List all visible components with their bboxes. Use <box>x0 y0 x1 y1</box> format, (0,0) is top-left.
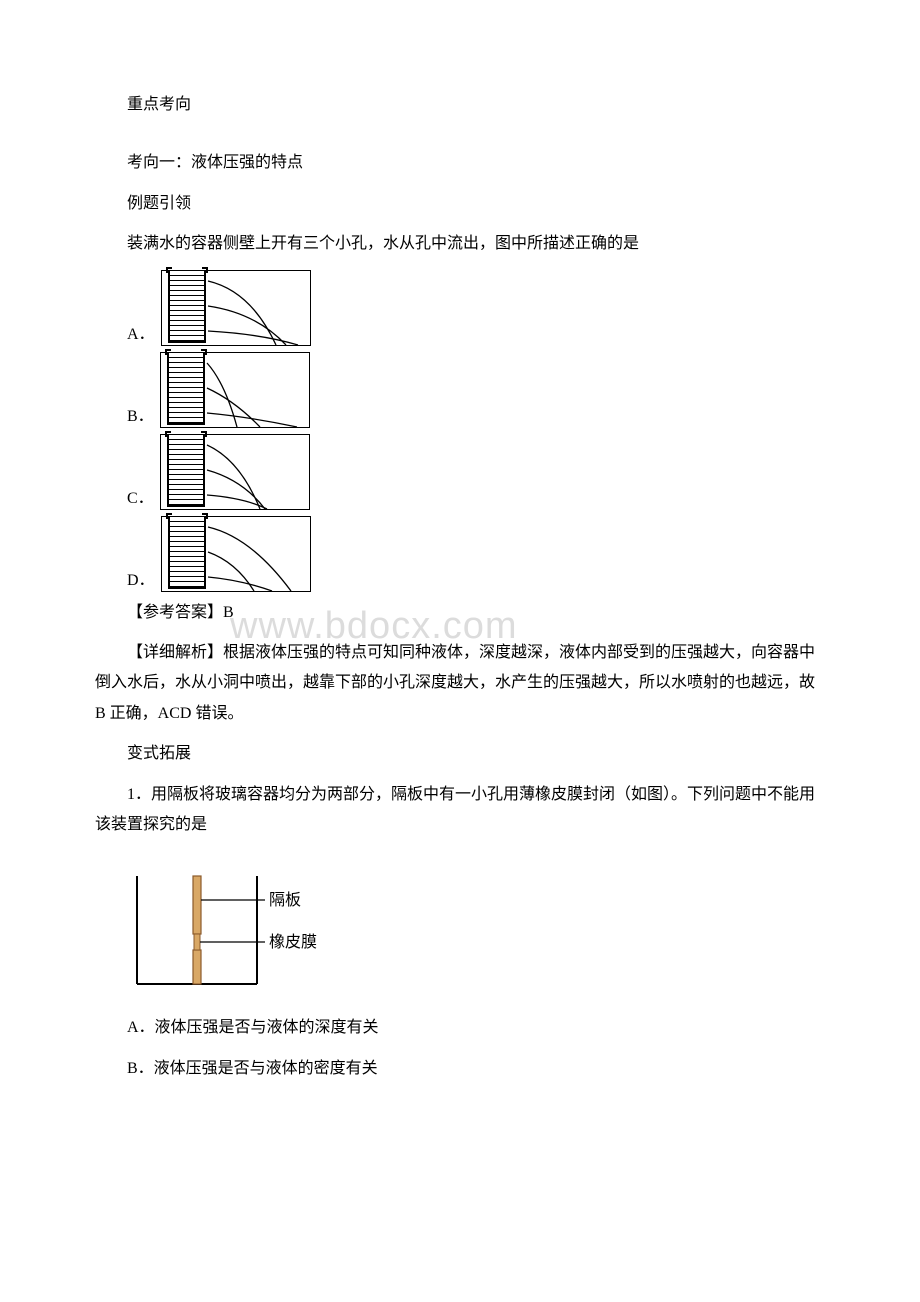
heading-direction-1: 考向一：液体压强的特点 <box>95 148 825 178</box>
heading-example: 例题引领 <box>95 189 825 219</box>
option-b-label: B． <box>127 402 154 428</box>
answer-text: 【参考答案】B <box>95 598 825 628</box>
partition-diagram-icon: 隔板 橡皮膜 <box>127 864 347 994</box>
streams-a-icon <box>206 271 310 345</box>
question-2-text: 1．用隔板将玻璃容器均分为两部分，隔板中有一小孔用薄橡皮膜封闭（如图）。下列问题… <box>95 780 825 841</box>
option-a-diagram <box>161 270 311 346</box>
option-d-diagram <box>161 516 311 592</box>
option-c-label: C． <box>127 484 154 510</box>
option-b-row: B． <box>127 352 825 428</box>
streams-d-icon <box>206 517 310 591</box>
svg-text:隔板: 隔板 <box>269 891 301 909</box>
option-c-diagram <box>160 434 310 510</box>
heading-variation: 变式拓展 <box>95 739 825 769</box>
option-d-label: D． <box>127 566 155 592</box>
document-content: 重点考向 考向一：液体压强的特点 例题引领 装满水的容器侧壁上开有三个小孔，水从… <box>95 90 825 1084</box>
option-a2-text: A．液体压强是否与液体的深度有关 <box>95 1013 825 1043</box>
option-a-label: A． <box>127 320 155 346</box>
option-b-diagram <box>160 352 310 428</box>
streams-c-icon <box>205 435 309 509</box>
streams-b-icon <box>205 353 309 427</box>
option-d-row: D． <box>127 516 825 592</box>
question-1-text: 装满水的容器侧壁上开有三个小孔，水从孔中流出，图中所描述正确的是 <box>95 229 825 259</box>
option-b2-text: B．液体压强是否与液体的密度有关 <box>95 1054 825 1084</box>
option-c-row: C． <box>127 434 825 510</box>
heading-key-directions: 重点考向 <box>95 90 825 120</box>
svg-text:橡皮膜: 橡皮膜 <box>269 933 317 951</box>
option-a-row: A． <box>127 270 825 346</box>
analysis-text: 【详细解析】根据液体压强的特点可知同种液体，深度越深，液体内部受到的压强越大，向… <box>95 638 825 729</box>
